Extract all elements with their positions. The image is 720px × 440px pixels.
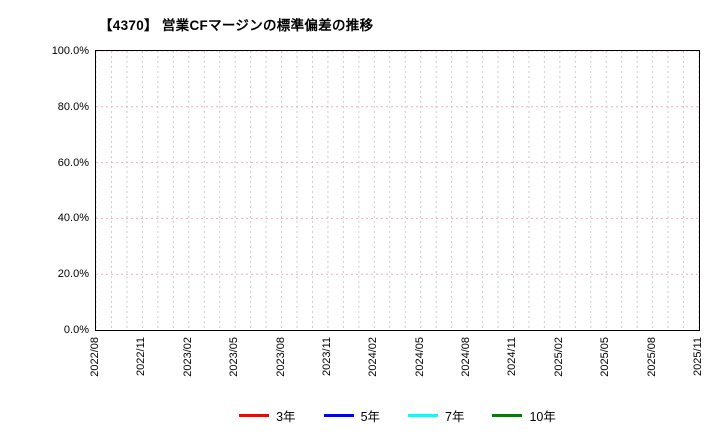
y-tick-label: 60.0% (57, 156, 89, 169)
x-tick-label: 2024/11 (506, 337, 519, 376)
x-tick-label: 2024/08 (460, 337, 473, 377)
grid-and-series-svg (96, 51, 699, 330)
legend-line-10y-icon (492, 414, 523, 417)
legend-item-10y: 10年 (492, 406, 556, 425)
y-tick-label: 100.0% (51, 45, 89, 57)
legend-item-5y: 5年 (323, 406, 381, 425)
x-tick-label: 2022/11 (135, 337, 148, 376)
legend-line-5y-icon (323, 414, 354, 417)
x-tick-label: 2023/11 (320, 337, 333, 376)
legend-item-3y: 3年 (239, 406, 296, 425)
legend-label-3y: 3年 (276, 410, 296, 424)
legend-item-7y: 7年 (408, 406, 464, 425)
y-tick-label: 20.0% (57, 268, 89, 281)
x-tick-label: 2023/02 (181, 337, 194, 377)
legend: 3年 5年 7年 10年 (95, 406, 700, 425)
x-tick-label: 2025/05 (599, 337, 612, 377)
y-tick-label: 40.0% (57, 212, 89, 225)
x-tick-label: 2025/11 (692, 337, 704, 376)
y-tick-label: 0.0% (63, 324, 89, 336)
x-tick-label: 2023/05 (228, 337, 241, 377)
x-tick-label: 2024/02 (367, 337, 380, 377)
x-tick-label: 2022/08 (89, 337, 101, 377)
x-tick-label: 2024/05 (413, 337, 426, 377)
plot-area (95, 50, 700, 331)
x-tick-label: 2025/08 (645, 337, 658, 377)
legend-label-7y: 7年 (445, 410, 465, 424)
legend-label-5y: 5年 (360, 410, 381, 424)
x-tick-label: 2025/02 (552, 337, 565, 377)
legend-line-7y-icon (408, 414, 439, 417)
legend-label-10y: 10年 (529, 410, 556, 424)
chart-title: 【4370】 営業CFマージンの標準偏差の推移 (99, 18, 374, 33)
legend-line-3y-icon (239, 414, 270, 417)
y-tick-label: 80.0% (57, 100, 89, 113)
x-tick-label: 2023/08 (274, 337, 287, 377)
